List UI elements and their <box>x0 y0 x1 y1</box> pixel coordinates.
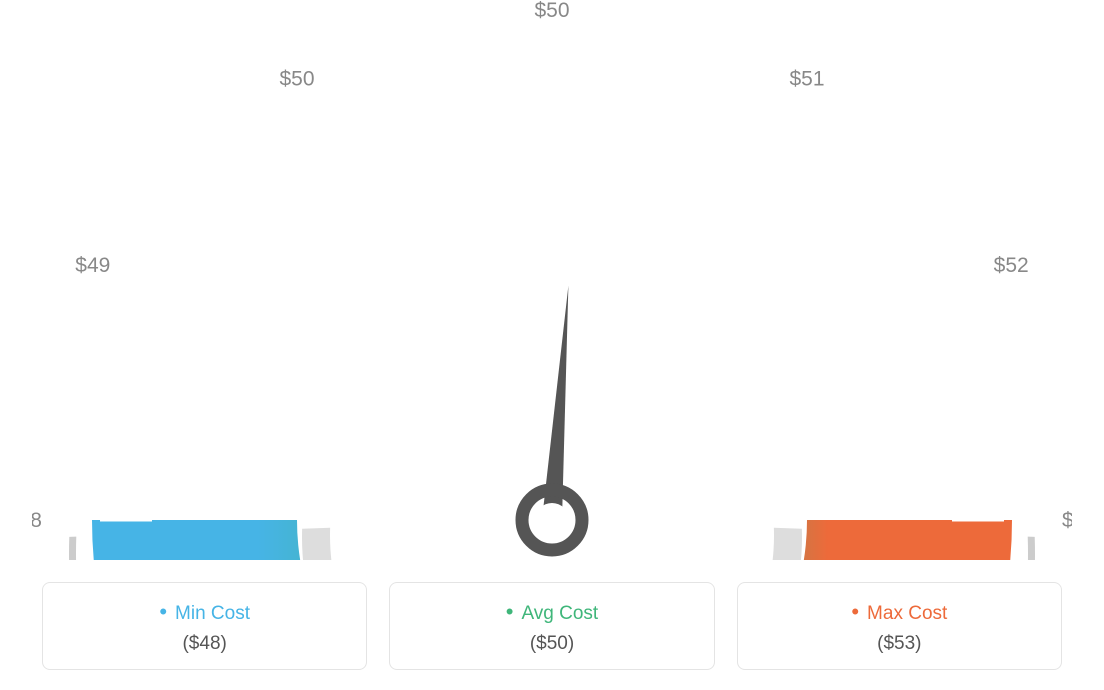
gauge-tick <box>115 403 148 412</box>
gauge-tick <box>752 129 778 174</box>
gauge-tick <box>493 72 497 106</box>
gauge-tick <box>806 161 827 188</box>
legend-card-avg: Avg Cost ($50) <box>389 582 714 670</box>
gauge-tick-label: $48 <box>32 509 42 532</box>
gauge-tick <box>884 245 911 266</box>
gauge-tick <box>326 129 352 174</box>
legend-value-avg: ($50) <box>390 633 713 655</box>
legend-label-min: Min Cost <box>43 599 366 625</box>
gauge-tick <box>104 461 138 465</box>
gauge-hub-fill <box>535 503 569 537</box>
legend-row: Min Cost ($48) Avg Cost ($50) Max Cost (… <box>42 582 1062 670</box>
cost-gauge: $48 $49 $50 $50 $51 $52 $53 <box>32 0 1072 560</box>
gauge-tick <box>193 245 220 266</box>
gauge-tick <box>379 102 392 133</box>
gauge-tick <box>938 347 969 360</box>
gauge-tick <box>161 294 206 320</box>
gauge-tick-label: $53 <box>1062 509 1072 532</box>
gauge-tick <box>607 72 611 106</box>
legend-card-max: Max Cost ($53) <box>737 582 1062 670</box>
gauge-tick <box>712 102 725 133</box>
gauge-tick <box>966 461 1000 465</box>
legend-card-min: Min Cost ($48) <box>42 582 367 670</box>
gauge-tick <box>134 347 165 360</box>
gauge-tick-label: $52 <box>994 254 1029 277</box>
gauge-svg: $48 $49 $50 $50 $51 $52 $53 <box>32 0 1072 560</box>
gauge-tick <box>232 200 256 224</box>
gauge-tick <box>848 200 872 224</box>
gauge-tick-label: $51 <box>789 67 824 90</box>
legend-label-avg: Avg Cost <box>390 599 713 625</box>
gauge-tick <box>898 294 943 320</box>
gauge-tick <box>660 83 669 116</box>
gauge-tick <box>435 83 444 116</box>
legend-value-min: ($48) <box>43 633 366 655</box>
legend-value-max: ($53) <box>738 633 1061 655</box>
legend-label-max: Max Cost <box>738 599 1061 625</box>
gauge-tick-label: $50 <box>534 0 569 22</box>
gauge-tick-label: $49 <box>75 254 110 277</box>
gauge-tick <box>956 403 989 412</box>
gauge-tick-label: $50 <box>279 67 314 90</box>
gauge-tick <box>277 161 298 188</box>
